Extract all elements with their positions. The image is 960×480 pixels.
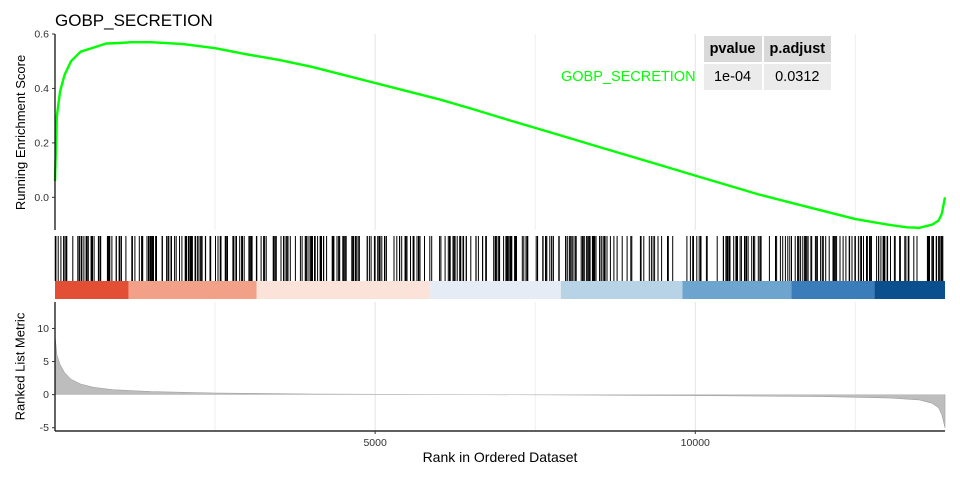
table-header-pvalue: pvalue bbox=[703, 36, 762, 62]
es-y-tick-label: 0.6 bbox=[34, 29, 49, 41]
table-cell-pvalue: 1e-04 bbox=[703, 64, 762, 90]
ranked-metric-area bbox=[54, 335, 946, 428]
metric-panel-grid bbox=[214, 302, 856, 431]
y-axis-label-metric: Ranked List Metric bbox=[12, 312, 28, 421]
heat-segment bbox=[791, 281, 875, 299]
table-header-padjust: p.adjust bbox=[763, 36, 832, 62]
axes bbox=[54, 34, 945, 432]
table-cell-padjust: 0.0312 bbox=[763, 64, 832, 90]
table-row-setname: GOBP_SECRETION bbox=[561, 69, 696, 85]
metric-area-path bbox=[54, 335, 946, 428]
es-y-tick-label: 0.4 bbox=[34, 83, 49, 95]
heat-segment bbox=[874, 281, 945, 299]
x-axis-label: Rank in Ordered Dataset bbox=[422, 449, 578, 465]
es-y-tick-label: 0.2 bbox=[34, 137, 49, 149]
metric-y-tick-label: 10 bbox=[37, 323, 49, 335]
table-row: GOBP_SECRETION 1e-04 0.0312 bbox=[551, 64, 832, 90]
heat-segment bbox=[429, 281, 561, 299]
heat-segment bbox=[55, 281, 129, 299]
es-line-path bbox=[53, 41, 947, 229]
rank-heat-strip bbox=[55, 281, 945, 299]
heat-segment bbox=[128, 281, 257, 299]
x-tick-label: 10000 bbox=[681, 437, 710, 449]
es-panel-grid bbox=[214, 34, 856, 230]
chart-title: GOBP_SECRETION bbox=[55, 11, 213, 30]
x-tick-label: 5000 bbox=[363, 437, 387, 449]
pvalue-table-header: pvalue p.adjust bbox=[551, 36, 832, 62]
heat-segment bbox=[560, 281, 683, 299]
tick-labels: 0.0 0.2 0.4 0.6 -5 0 5 10 5000 10000 bbox=[34, 29, 710, 450]
gene-hit-barcode bbox=[54, 236, 944, 281]
heat-segment bbox=[682, 281, 792, 299]
metric-y-tick-label: 0 bbox=[43, 389, 49, 401]
running-es-line bbox=[53, 41, 947, 229]
table-corner bbox=[551, 36, 702, 62]
y-axis-label-es: Running Enrichment Score bbox=[12, 54, 28, 210]
pvalue-table: pvalue p.adjust GOBP_SECRETION 1e-04 0.0… bbox=[549, 34, 833, 92]
metric-y-tick-label: 5 bbox=[43, 356, 49, 368]
es-y-tick-label: 0.0 bbox=[34, 192, 49, 204]
heat-segment bbox=[256, 281, 430, 299]
metric-y-tick-label: -5 bbox=[40, 422, 49, 434]
